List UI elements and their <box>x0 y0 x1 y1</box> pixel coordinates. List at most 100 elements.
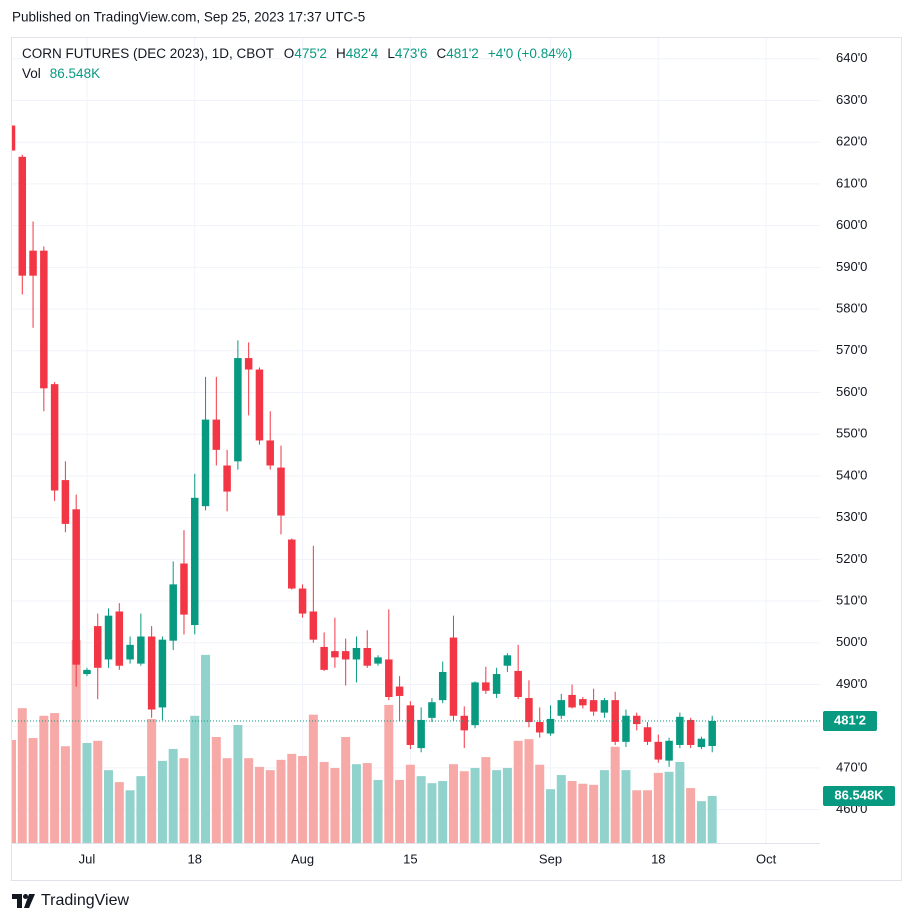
candles <box>12 125 820 767</box>
y-tick-label: 580'0 <box>836 300 867 315</box>
candle-body <box>600 700 609 713</box>
volume-bars <box>12 640 717 843</box>
y-tick-label: 490'0 <box>836 676 867 691</box>
volume-bar <box>513 740 523 843</box>
volume-bar <box>330 767 340 843</box>
volume-bar <box>492 770 502 843</box>
candle-body <box>126 644 134 660</box>
volume-bar <box>599 770 609 843</box>
candle-body <box>255 369 264 441</box>
candle-body <box>622 715 630 742</box>
volume-bar <box>341 736 351 843</box>
candle-body <box>191 497 199 626</box>
y-tick-label: 570'0 <box>836 342 867 357</box>
volume-bar <box>589 784 599 843</box>
candle-body <box>643 727 652 742</box>
y-tick-label: 620'0 <box>836 134 867 149</box>
x-tick-label: Jul <box>79 851 96 866</box>
ohlc-value: 482'4 <box>346 46 379 61</box>
candle-body <box>320 646 328 670</box>
volume-bar <box>28 738 38 843</box>
candle-body <box>438 671 447 701</box>
published-note: Published on TradingView.com, Sep 25, 20… <box>12 10 365 25</box>
volume-bar <box>190 715 200 843</box>
ohlc-value: 475'2 <box>294 46 327 61</box>
volume-bar <box>254 766 264 843</box>
volume-bar <box>17 708 27 843</box>
volume-name: Vol <box>22 66 41 81</box>
volume-bar <box>696 801 706 843</box>
ohlc-value: 481'2 <box>446 46 479 61</box>
candle-body <box>244 358 253 370</box>
volume-bar <box>610 746 620 843</box>
volume-bar <box>675 761 685 843</box>
tradingview-logo <box>12 894 35 908</box>
candle-body <box>61 480 70 524</box>
y-tick-label: 550'0 <box>836 426 867 441</box>
y-tick-label: 610'0 <box>836 175 867 190</box>
brand: TradingView <box>41 892 129 909</box>
candle-body <box>50 384 59 491</box>
candle-body <box>568 694 576 708</box>
legend-line: CORN FUTURES (DEC 2023), 1D, CBOT O475'2 H… <box>22 46 572 61</box>
change: +4'0 (+0.84%) <box>488 46 572 61</box>
volume-bar <box>211 736 221 843</box>
volume-legend: Vol 86.548K <box>22 66 100 81</box>
x-tick-label: 18 <box>651 851 665 866</box>
volume-bar <box>39 715 49 843</box>
volume-bar <box>405 764 415 843</box>
volume-bar <box>427 783 437 843</box>
candle-body <box>363 647 371 666</box>
candle-body <box>460 715 469 731</box>
candle-body <box>385 659 393 697</box>
volume-bar <box>114 782 124 843</box>
volume-bar <box>438 781 448 843</box>
candle-body <box>471 682 479 726</box>
candle-body <box>201 419 210 507</box>
candle-body <box>428 702 436 718</box>
volume-badge-label: 86.548K <box>834 787 884 802</box>
volume-bar <box>201 654 211 843</box>
y-tick-label: 540'0 <box>836 467 867 482</box>
volume-bar <box>643 790 653 843</box>
candle-body <box>579 699 587 706</box>
volume-bar <box>470 767 480 843</box>
candle-body <box>632 715 641 725</box>
candle-body <box>223 465 231 492</box>
volume-bar <box>147 719 157 843</box>
volume-bar <box>546 789 555 843</box>
volume-bar <box>395 779 405 843</box>
candle-body <box>514 670 522 697</box>
candle-body <box>449 637 458 716</box>
candle-body <box>277 467 285 516</box>
volume-bar <box>481 757 491 843</box>
volume-bar <box>104 770 114 843</box>
ohlc-key: L <box>387 46 395 61</box>
candle-body <box>147 636 156 710</box>
x-tick-label: Aug <box>291 851 314 866</box>
volume-bar <box>502 767 512 843</box>
volume-bar <box>384 704 394 843</box>
candle-body <box>331 651 339 658</box>
x-tick-label: Sep <box>539 851 562 866</box>
candle-body <box>169 584 177 641</box>
chart-frame <box>11 37 902 881</box>
candle-body <box>288 539 296 589</box>
candle-body <box>115 611 124 666</box>
volume-bar <box>373 779 383 843</box>
volume-bar <box>416 776 426 843</box>
candle-body <box>266 440 274 466</box>
volume-bar <box>319 761 329 843</box>
price-badge-label: 481'2 <box>834 712 866 727</box>
volume-bar <box>93 740 103 843</box>
y-tick-label: 630'0 <box>836 92 867 107</box>
candle-body <box>503 655 512 666</box>
volume-bar <box>686 788 696 843</box>
volume-bar <box>179 758 189 843</box>
ohlc-value: 473'6 <box>395 46 428 61</box>
grid <box>12 38 820 843</box>
candle-body <box>535 722 544 733</box>
candle-body <box>352 647 361 660</box>
volume-bar <box>157 760 167 843</box>
